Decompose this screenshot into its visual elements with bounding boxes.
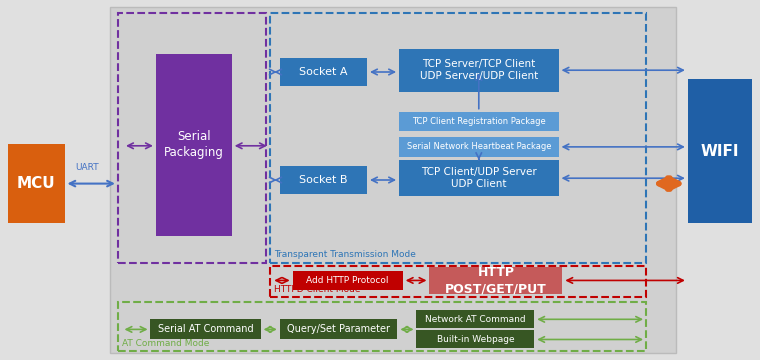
Text: TCP Client/UDP Server
UDP Client: TCP Client/UDP Server UDP Client — [421, 167, 537, 189]
FancyBboxPatch shape — [399, 49, 559, 92]
FancyBboxPatch shape — [399, 112, 559, 131]
Text: Transparent Transmission Mode: Transparent Transmission Mode — [274, 250, 416, 259]
Text: TCP Client Registration Package: TCP Client Registration Package — [412, 117, 546, 126]
Text: WIFI: WIFI — [701, 144, 739, 159]
Text: Serial
Packaging: Serial Packaging — [164, 130, 223, 159]
FancyBboxPatch shape — [280, 319, 397, 339]
Text: TCP Server/TCP Client
UDP Server/UDP Client: TCP Server/TCP Client UDP Server/UDP Cli… — [420, 59, 538, 81]
FancyBboxPatch shape — [399, 137, 559, 157]
FancyBboxPatch shape — [416, 310, 534, 328]
Text: HTTPD Client Mode: HTTPD Client Mode — [274, 285, 360, 294]
Text: AT Command Mode: AT Command Mode — [122, 339, 209, 348]
FancyBboxPatch shape — [8, 144, 65, 223]
Text: Socket B: Socket B — [299, 175, 347, 185]
FancyBboxPatch shape — [110, 7, 676, 353]
Text: Serial AT Command: Serial AT Command — [158, 324, 253, 334]
Text: HTTP
POST/GET/PUT: HTTP POST/GET/PUT — [445, 266, 546, 295]
FancyBboxPatch shape — [150, 319, 261, 339]
FancyBboxPatch shape — [416, 330, 534, 348]
Text: Query/Set Parameter: Query/Set Parameter — [287, 324, 390, 334]
Text: UART: UART — [75, 163, 100, 172]
FancyBboxPatch shape — [429, 267, 562, 294]
FancyBboxPatch shape — [399, 160, 559, 196]
FancyBboxPatch shape — [280, 166, 367, 194]
FancyBboxPatch shape — [293, 271, 403, 290]
Text: Socket A: Socket A — [299, 67, 347, 77]
Text: Serial Network Heartbeat Package: Serial Network Heartbeat Package — [407, 142, 551, 151]
Text: Network AT Command: Network AT Command — [425, 315, 526, 324]
Text: Built-in Webpage: Built-in Webpage — [436, 335, 515, 344]
FancyBboxPatch shape — [156, 54, 232, 236]
FancyBboxPatch shape — [688, 79, 752, 223]
Text: Add HTTP Protocol: Add HTTP Protocol — [306, 276, 389, 285]
FancyBboxPatch shape — [280, 58, 367, 86]
Text: MCU: MCU — [17, 176, 55, 191]
